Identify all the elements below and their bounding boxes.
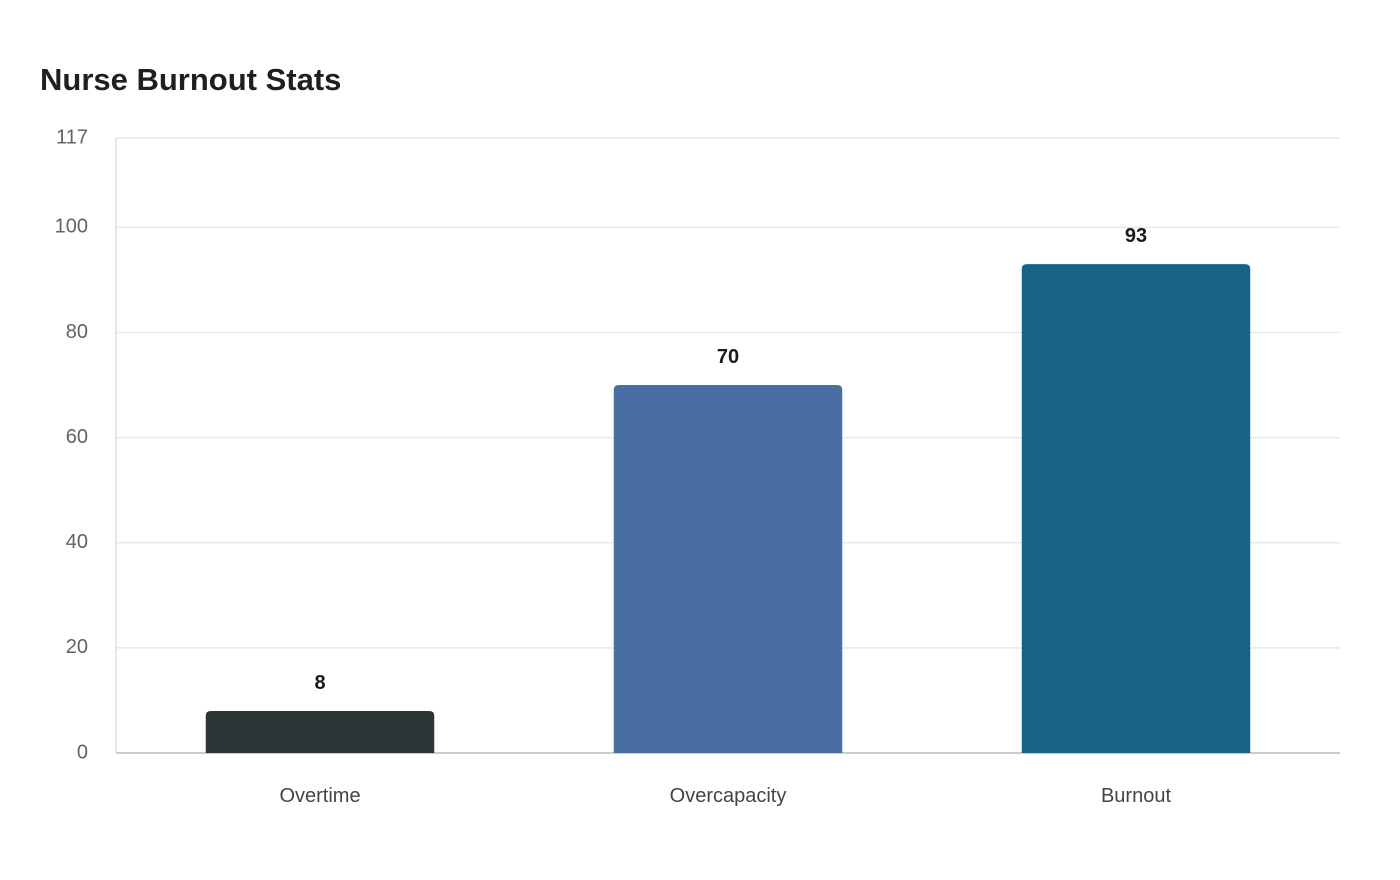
y-tick-label: 80 <box>66 321 88 343</box>
bar-overcapacity <box>613 385 843 753</box>
y-tick-label: 40 <box>66 531 88 553</box>
data-label-burnout: 93 <box>1125 225 1147 247</box>
x-tick-label: Overcapacity <box>670 785 787 807</box>
chart-title: Nurse Burnout Stats <box>40 62 342 97</box>
y-tick-label: 20 <box>66 636 88 658</box>
labels: 0 20 40 60 80 100 117 8 Overtime 70 Overcapacity 93… <box>55 126 1172 807</box>
bar-overtime <box>205 710 435 753</box>
y-tick-label: 100 <box>55 216 88 238</box>
y-tick-label: 0 <box>77 741 88 763</box>
bar-burnout <box>1021 264 1251 753</box>
y-tick-label: 60 <box>66 426 88 448</box>
bars <box>205 264 1251 753</box>
data-label-overcapacity: 70 <box>717 346 739 368</box>
x-tick-label: Burnout <box>1101 785 1171 807</box>
x-tick-label: Overtime <box>279 785 360 807</box>
data-label-overtime: 8 <box>314 672 325 694</box>
y-tick-label: 117 <box>56 126 88 148</box>
